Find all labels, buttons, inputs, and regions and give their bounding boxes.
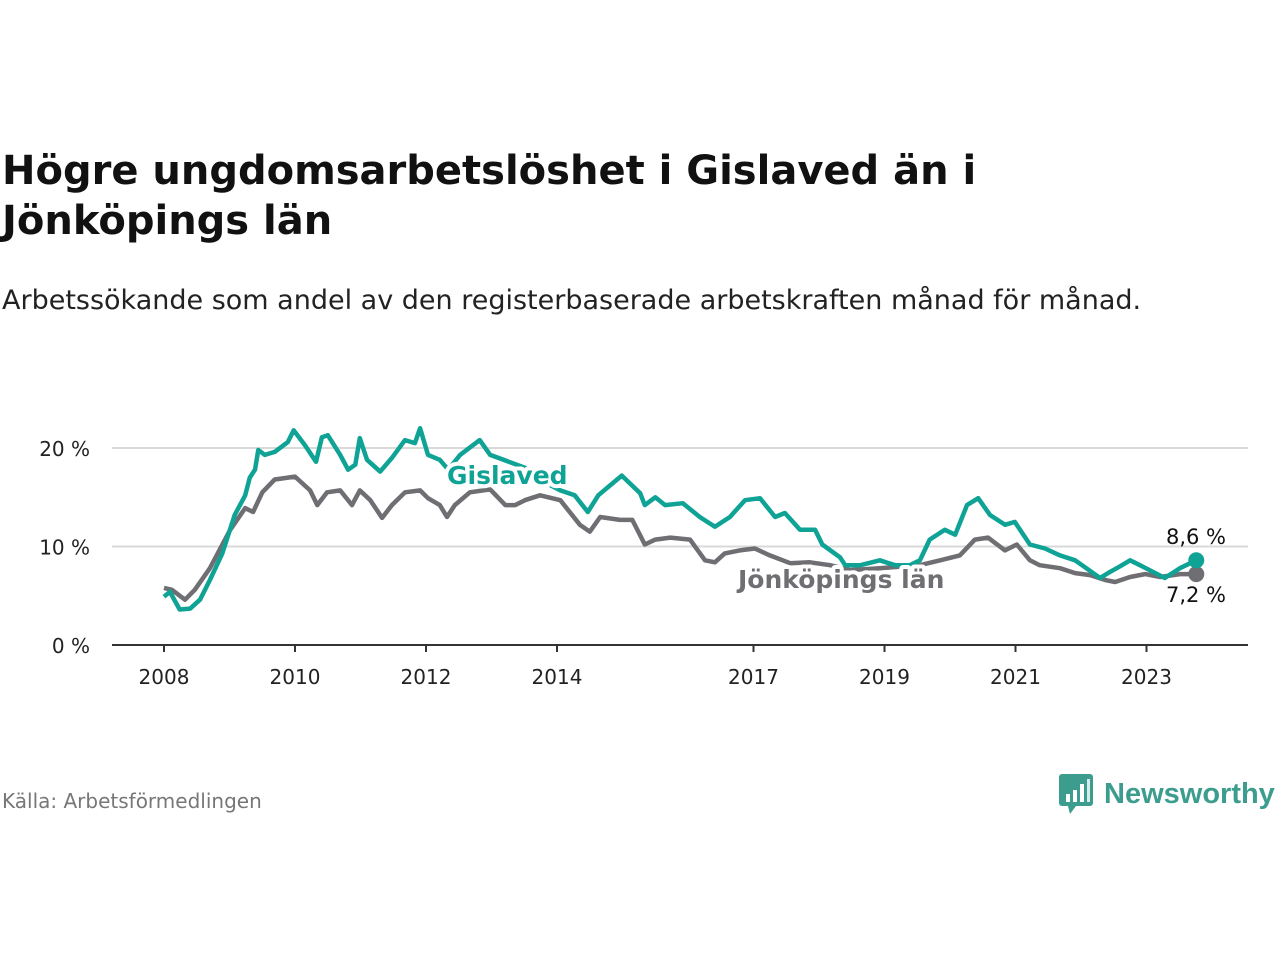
chart-subtitle: Arbetssökande som andel av den registerb…	[2, 285, 1142, 316]
x-tick-label: 2014	[532, 665, 583, 689]
chart-axes: 0 % 10 % 20 % 2008 2010 2012 2014 2017 2019 2021 2…	[39, 437, 1248, 689]
chart-labels: Gislaved Jönköpings län 8,6 % 7,2 %	[443, 457, 1226, 607]
chart-lines	[162, 426, 1205, 612]
x-tick-label: 2023	[1121, 665, 1172, 689]
end-value-label-gislaved: 8,6 %	[1166, 525, 1226, 549]
x-tick-label: 2008	[139, 665, 190, 689]
series-label-jonkoping: Jönköpings län	[736, 565, 944, 594]
series-label-gislaved: Gislaved	[447, 461, 568, 490]
series-end-point	[1188, 566, 1205, 583]
x-tick-label: 2017	[728, 665, 779, 689]
x-tick-label: 2019	[859, 665, 910, 689]
series-line-gislaved	[162, 426, 1198, 612]
chart-title: Högre ungdomsarbetslöshet i Gislaved än …	[2, 148, 977, 244]
logo-text: Newsworthy	[1104, 777, 1275, 810]
newsworthy-logo[interactable]: Newsworthy	[1058, 772, 1275, 816]
y-tick-label: 10 %	[39, 536, 90, 560]
source-note: Källa: Arbetsförmedlingen	[2, 789, 262, 813]
x-tick-label: 2012	[401, 665, 452, 689]
line-chart: 0 % 10 % 20 % 2008 2010 2012 2014 2017 2019 2021 2…	[39, 426, 1248, 689]
series-line-jonkoping	[163, 474, 1197, 602]
x-tick-label: 2010	[270, 665, 321, 689]
newsworthy-logo-icon	[1059, 774, 1093, 814]
series-end-point	[1188, 552, 1205, 569]
end-value-label-jonkoping: 7,2 %	[1166, 583, 1226, 607]
x-tick-label: 2021	[990, 665, 1041, 689]
y-tick-label: 20 %	[39, 437, 90, 461]
y-tick-label: 0 %	[52, 634, 90, 658]
